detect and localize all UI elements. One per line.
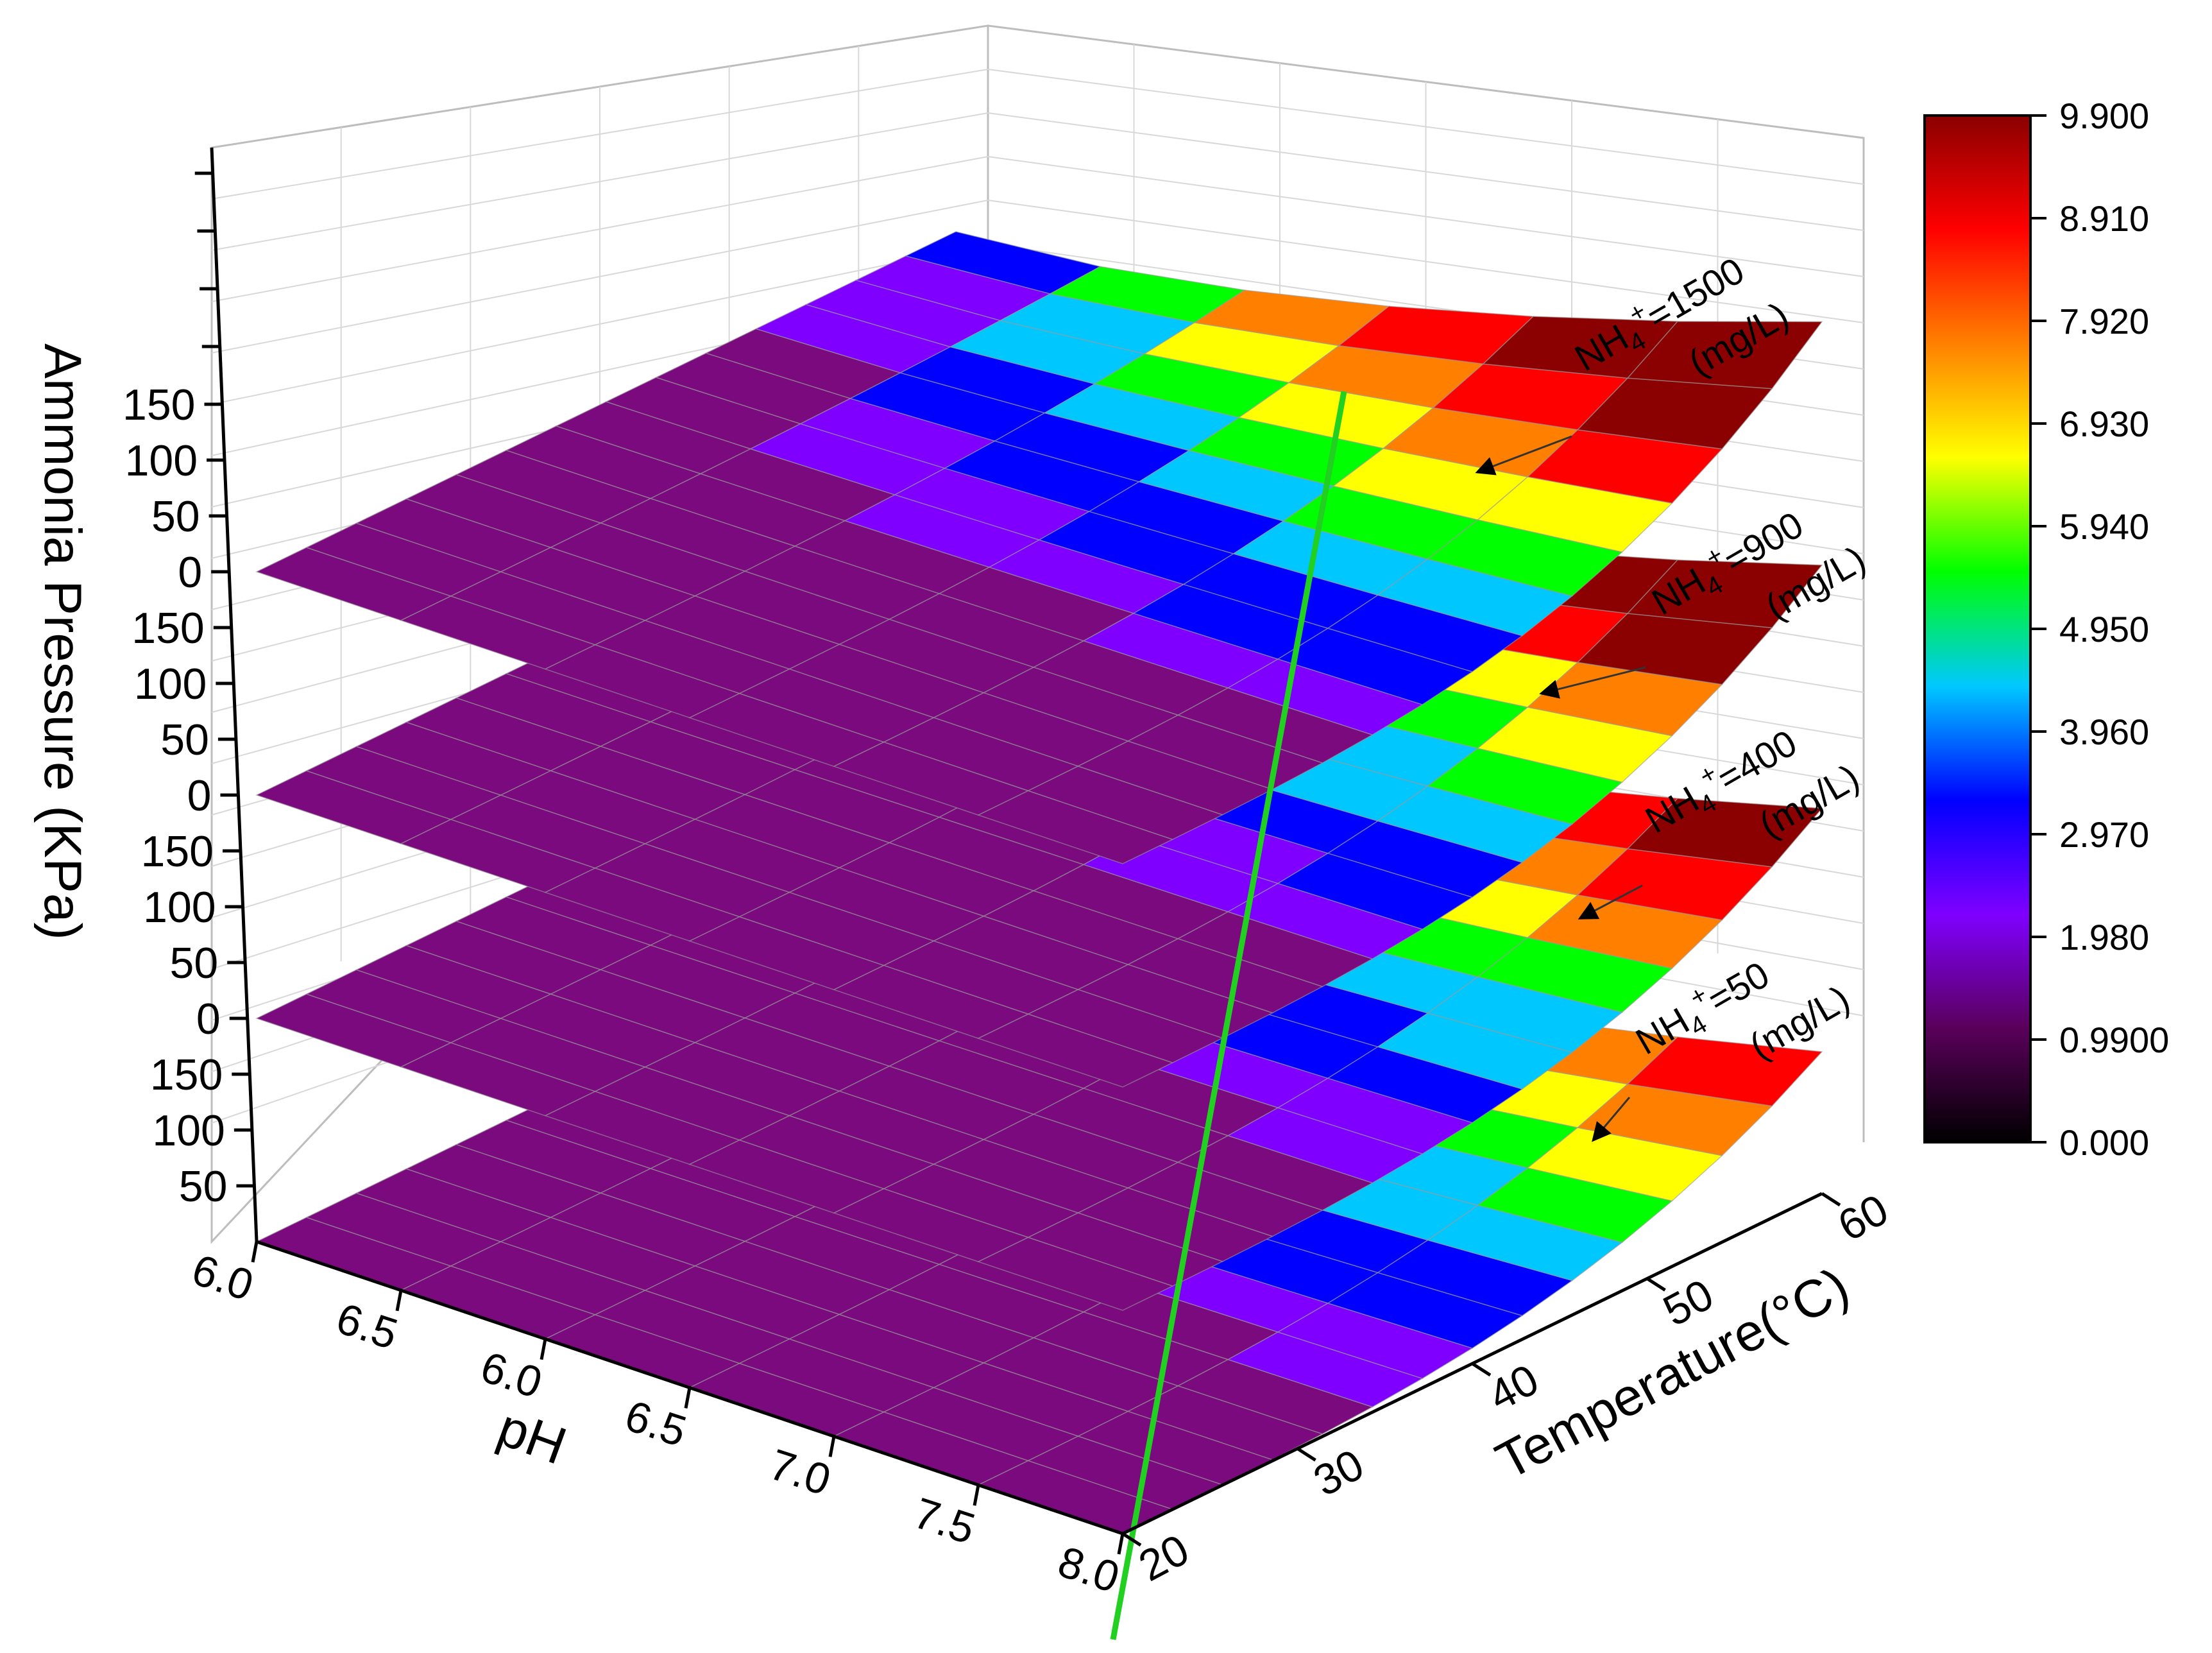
surface-layers bbox=[255, 231, 1823, 1640]
colorbar-tick-label: 3.960 bbox=[2059, 712, 2149, 752]
y-tick bbox=[1297, 1447, 1316, 1462]
y-tick bbox=[1646, 1277, 1666, 1292]
z-tick-label: 150 bbox=[123, 381, 195, 429]
z-tick-label: 50 bbox=[170, 939, 219, 988]
y-tick bbox=[1471, 1362, 1492, 1377]
x-tick-label: 8.0 bbox=[1052, 1537, 1125, 1602]
x-tick-label: 7.0 bbox=[763, 1440, 836, 1505]
annotation-arrow bbox=[1578, 884, 1643, 920]
y-tick-label: 30 bbox=[1306, 1440, 1371, 1506]
colorbar-tick-label: 0.000 bbox=[2059, 1122, 2149, 1163]
colorbar-tick-label: 6.930 bbox=[2059, 404, 2149, 444]
surface-cell bbox=[1626, 798, 1823, 868]
z-tick-label: 150 bbox=[141, 827, 214, 876]
surface-cell bbox=[1626, 559, 1823, 629]
x-tick bbox=[684, 1387, 692, 1409]
x-tick-label: 6.5 bbox=[619, 1391, 692, 1456]
y-tick bbox=[1121, 1532, 1142, 1547]
colorbar-bar bbox=[1923, 114, 2032, 1143]
z-axis-line bbox=[210, 147, 259, 1242]
colorbar-tick-label: 2.970 bbox=[2059, 814, 2149, 855]
z-tick-label: 50 bbox=[179, 1162, 228, 1211]
x-tick-label: 6.0 bbox=[186, 1245, 259, 1310]
x-tick bbox=[973, 1484, 980, 1506]
colorbar-tick-label: 0.9900 bbox=[2059, 1020, 2169, 1060]
colorbar-tick-label: 1.980 bbox=[2059, 917, 2149, 957]
z-tick-label: 100 bbox=[134, 660, 207, 708]
x-axis-title: pH bbox=[491, 1398, 574, 1475]
z-tick-label: 50 bbox=[151, 492, 200, 541]
z-tick-label: 150 bbox=[150, 1050, 223, 1099]
x-tick bbox=[828, 1435, 836, 1457]
x-tick bbox=[540, 1339, 547, 1360]
z-tick-label: 50 bbox=[160, 715, 209, 764]
x-tick-label: 6.5 bbox=[330, 1294, 403, 1358]
reference-line bbox=[1110, 391, 1347, 1640]
colorbar: 9.900 8.910 7.920 6.930 5.940 4.950 3.960 2.970… bbox=[1923, 96, 2169, 1163]
y-tick bbox=[1821, 1192, 1841, 1207]
surface-cell bbox=[1626, 321, 1823, 390]
surface-layer-4 bbox=[255, 231, 1823, 864]
x-tick-label: 7.5 bbox=[908, 1489, 980, 1554]
x-tick bbox=[1117, 1533, 1125, 1555]
annotation-arrow bbox=[1539, 666, 1646, 699]
annotation-arrow bbox=[1475, 435, 1572, 475]
surface-cell bbox=[1626, 1036, 1823, 1107]
z-tick-label: 100 bbox=[125, 436, 198, 485]
z-tick-label: 0 bbox=[187, 771, 212, 820]
x-tick bbox=[251, 1241, 259, 1263]
z-tick-label: 100 bbox=[152, 1106, 225, 1155]
colorbar-tick-label: 8.910 bbox=[2059, 198, 2149, 239]
z-tick-label: 0 bbox=[178, 548, 202, 597]
y-tick-label: 20 bbox=[1131, 1525, 1196, 1591]
colorbar-tick-label: 4.950 bbox=[2059, 609, 2149, 649]
x-tick bbox=[395, 1290, 403, 1312]
annotation-arrow bbox=[1592, 1097, 1631, 1142]
colorbar-tick-label: 9.900 bbox=[2059, 96, 2149, 136]
y-tick-label: 40 bbox=[1481, 1355, 1546, 1421]
colorbar-tick-label: 5.940 bbox=[2059, 506, 2149, 547]
colorbar-tick-label: 7.920 bbox=[2059, 301, 2149, 341]
y-tick-label: 60 bbox=[1830, 1185, 1896, 1251]
z-tick-label: 150 bbox=[132, 604, 204, 653]
z-tick-label: 0 bbox=[196, 995, 221, 1043]
z-axis-title: Ammonia Pressure (KPa) bbox=[33, 343, 92, 940]
z-tick-label: 100 bbox=[143, 883, 216, 932]
